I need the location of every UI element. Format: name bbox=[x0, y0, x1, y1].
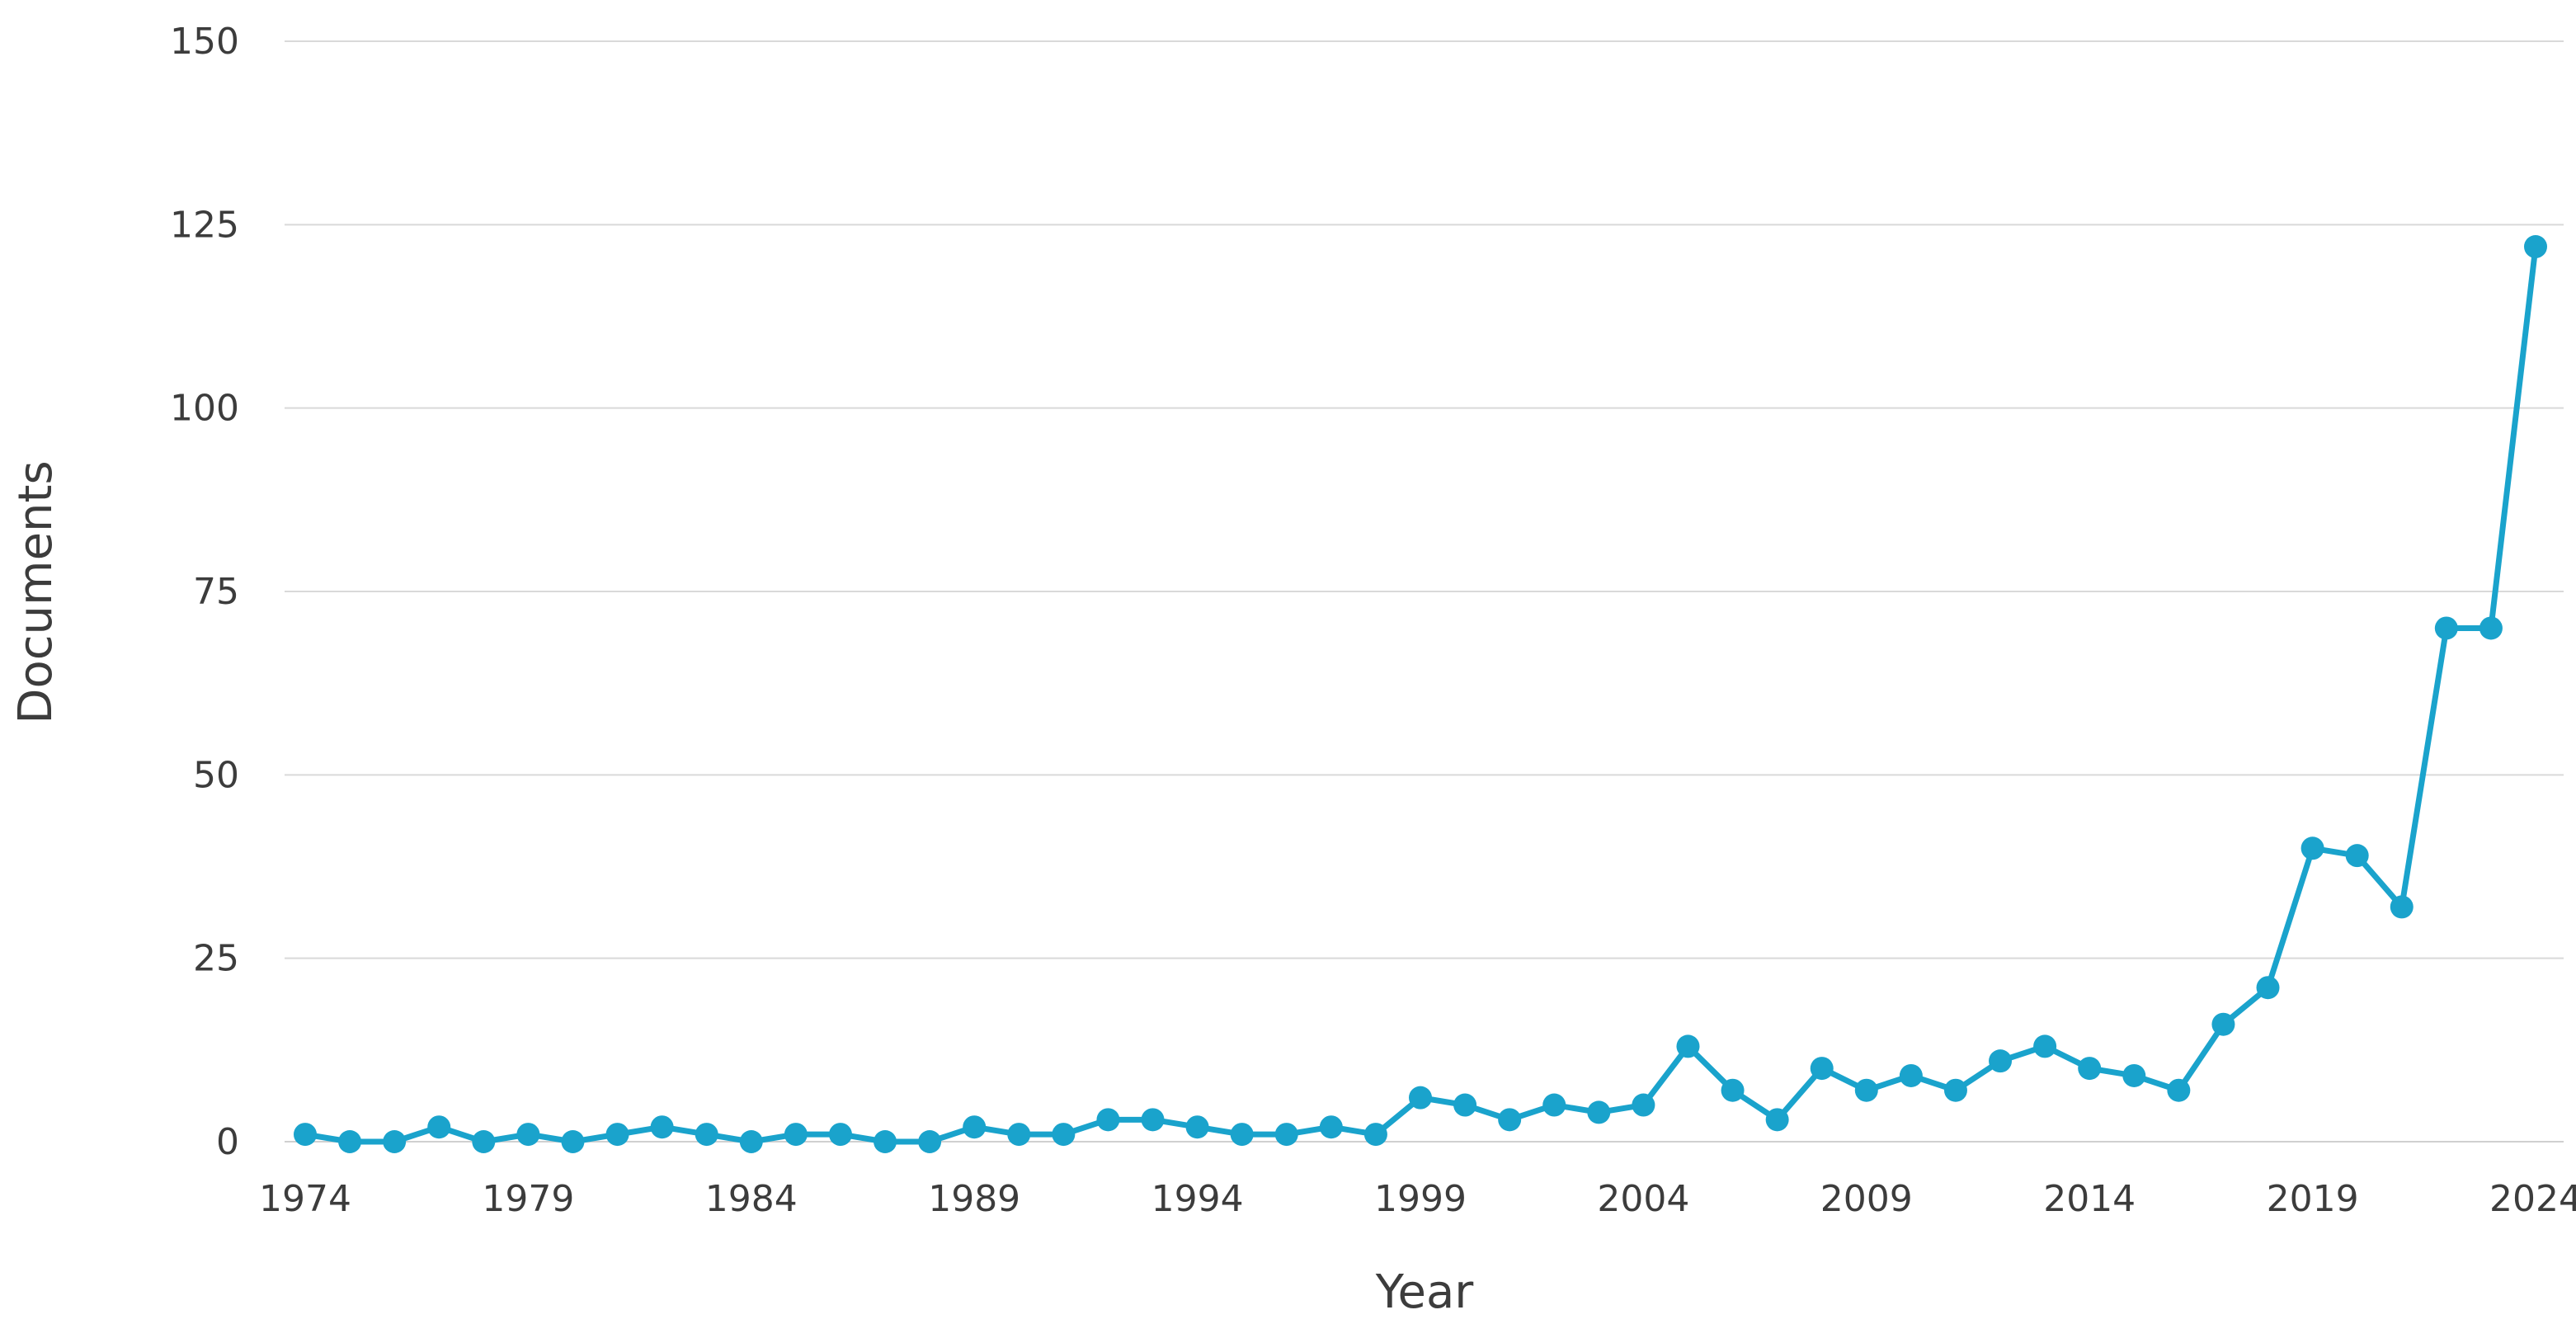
y-tick-label: 125 bbox=[170, 204, 239, 246]
data-point-2013 bbox=[2033, 1034, 2057, 1058]
data-point-1998 bbox=[1363, 1123, 1387, 1147]
x-tick-label: 1984 bbox=[705, 1178, 798, 1220]
data-point-1978 bbox=[472, 1130, 496, 1153]
data-point-1985 bbox=[784, 1123, 808, 1147]
series-documents bbox=[294, 235, 2547, 1153]
data-point-2019 bbox=[2301, 836, 2324, 860]
data-point-1989 bbox=[963, 1115, 987, 1139]
data-point-2004 bbox=[1632, 1093, 1655, 1117]
x-tick-label: 1989 bbox=[928, 1178, 1020, 1220]
data-point-1982 bbox=[650, 1115, 674, 1139]
data-point-2005 bbox=[1676, 1034, 1700, 1058]
data-point-1976 bbox=[383, 1130, 407, 1153]
data-point-1995 bbox=[1230, 1123, 1254, 1147]
y-tick-label: 75 bbox=[193, 571, 239, 613]
data-point-2010 bbox=[1899, 1063, 1923, 1087]
data-point-1987 bbox=[874, 1130, 897, 1153]
y-tick-label: 25 bbox=[193, 938, 239, 980]
data-point-2008 bbox=[1810, 1057, 1834, 1081]
x-tick-label: 2019 bbox=[2267, 1178, 2359, 1220]
data-point-1975 bbox=[338, 1130, 362, 1153]
x-tick-label: 2009 bbox=[1820, 1178, 1913, 1220]
data-point-1997 bbox=[1319, 1115, 1343, 1139]
data-point-1996 bbox=[1274, 1123, 1298, 1147]
series-line bbox=[302, 243, 2539, 1145]
x-tick-label: 1994 bbox=[1151, 1178, 1244, 1220]
grid-lines bbox=[285, 40, 2564, 1143]
data-point-2020 bbox=[2345, 844, 2369, 868]
data-point-2011 bbox=[1943, 1078, 1967, 1102]
y-axis-ticks: 0 25 50 75 100 125 150 bbox=[170, 21, 239, 1163]
data-point-2024 bbox=[2524, 235, 2547, 259]
data-point-2009 bbox=[1854, 1078, 1878, 1102]
data-point-1991 bbox=[1052, 1123, 1076, 1147]
data-point-2016 bbox=[2167, 1078, 2191, 1102]
data-point-1984 bbox=[739, 1130, 763, 1153]
x-axis-title: Year bbox=[1375, 1265, 1475, 1319]
data-point-1980 bbox=[561, 1130, 585, 1153]
data-point-2017 bbox=[2211, 1012, 2235, 1036]
data-point-1983 bbox=[695, 1123, 718, 1147]
data-point-2015 bbox=[2122, 1063, 2146, 1087]
x-tick-label: 2004 bbox=[1597, 1178, 1689, 1220]
data-point-1994 bbox=[1185, 1115, 1209, 1139]
data-point-2018 bbox=[2256, 976, 2280, 1000]
data-point-2003 bbox=[1587, 1100, 1611, 1124]
data-point-1999 bbox=[1409, 1086, 1432, 1110]
data-point-2006 bbox=[1721, 1078, 1745, 1102]
y-tick-label: 50 bbox=[193, 754, 239, 796]
data-point-1979 bbox=[516, 1123, 540, 1147]
x-tick-label: 2014 bbox=[2043, 1178, 2136, 1220]
data-point-2001 bbox=[1498, 1108, 1522, 1132]
data-point-1993 bbox=[1141, 1108, 1165, 1132]
data-point-2021 bbox=[2390, 895, 2414, 919]
y-tick-label: 150 bbox=[170, 21, 239, 63]
x-tick-label: 1974 bbox=[259, 1178, 351, 1220]
data-point-1977 bbox=[427, 1115, 451, 1139]
y-tick-label: 100 bbox=[170, 388, 239, 430]
data-point-2012 bbox=[1989, 1049, 2013, 1073]
data-point-1986 bbox=[828, 1123, 852, 1147]
x-tick-label: 2024 bbox=[2489, 1178, 2576, 1220]
data-point-2023 bbox=[2479, 616, 2503, 640]
y-tick-label: 0 bbox=[216, 1121, 239, 1163]
data-point-1974 bbox=[294, 1123, 317, 1147]
data-point-2022 bbox=[2434, 616, 2458, 640]
data-point-2007 bbox=[1765, 1108, 1789, 1132]
data-point-1988 bbox=[918, 1130, 942, 1153]
x-axis-ticks: 1974 1979 1984 1989 1994 1999 2004 2009 2014 2019… bbox=[259, 1178, 2576, 1220]
x-tick-label: 1999 bbox=[1374, 1178, 1467, 1220]
data-point-1992 bbox=[1096, 1108, 1120, 1132]
data-point-1990 bbox=[1007, 1123, 1031, 1147]
data-point-1981 bbox=[605, 1123, 629, 1147]
x-tick-label: 1979 bbox=[482, 1178, 574, 1220]
data-point-2000 bbox=[1453, 1093, 1477, 1117]
data-point-2014 bbox=[2078, 1057, 2102, 1081]
data-point-2002 bbox=[1542, 1093, 1566, 1117]
y-axis-title: Documents bbox=[9, 460, 63, 723]
